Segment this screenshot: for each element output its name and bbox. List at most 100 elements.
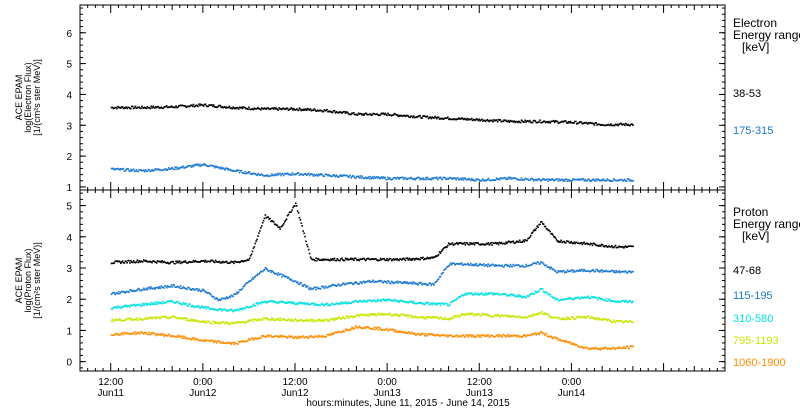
data-point bbox=[287, 301, 290, 304]
data-point bbox=[291, 301, 293, 303]
data-point bbox=[272, 271, 275, 274]
data-point bbox=[341, 175, 344, 177]
data-point bbox=[555, 120, 558, 123]
data-point bbox=[529, 293, 532, 295]
data-point bbox=[250, 318, 253, 321]
legend-item: 175-315 bbox=[733, 125, 773, 137]
data-point bbox=[296, 172, 299, 174]
data-point bbox=[284, 302, 287, 305]
legend-title: Proton bbox=[733, 205, 768, 219]
data-point bbox=[130, 169, 133, 172]
data-point bbox=[627, 301, 630, 303]
data-point bbox=[604, 124, 607, 127]
data-point bbox=[413, 332, 416, 335]
data-point bbox=[283, 107, 285, 110]
data-point bbox=[396, 331, 398, 334]
data-point bbox=[480, 292, 482, 295]
data-point bbox=[134, 170, 137, 172]
data-point bbox=[632, 345, 634, 348]
data-point bbox=[506, 265, 509, 267]
data-point bbox=[411, 300, 413, 303]
data-point bbox=[137, 331, 140, 334]
data-point bbox=[204, 103, 207, 106]
data-point bbox=[540, 180, 542, 182]
data-point bbox=[436, 302, 439, 305]
data-point bbox=[295, 108, 298, 110]
data-point bbox=[503, 119, 505, 121]
data-point bbox=[508, 121, 511, 123]
data-point bbox=[269, 108, 271, 110]
data-point bbox=[248, 108, 251, 111]
data-point bbox=[406, 301, 409, 303]
data-point bbox=[405, 178, 408, 180]
data-point bbox=[278, 273, 281, 276]
data-point bbox=[605, 318, 608, 321]
data-point bbox=[420, 177, 422, 180]
data-point bbox=[500, 314, 503, 317]
data-point bbox=[618, 179, 621, 182]
data-point bbox=[311, 109, 314, 112]
data-point bbox=[216, 321, 219, 324]
data-point bbox=[295, 302, 298, 305]
data-point bbox=[133, 318, 136, 321]
data-point bbox=[571, 269, 574, 271]
data-point bbox=[615, 179, 618, 182]
data-point bbox=[161, 107, 163, 109]
data-point bbox=[433, 316, 435, 318]
data-point bbox=[249, 338, 252, 341]
data-point bbox=[451, 316, 454, 319]
data-point bbox=[436, 178, 439, 181]
data-point bbox=[574, 120, 576, 123]
data-point bbox=[119, 333, 122, 336]
data-point bbox=[459, 335, 461, 337]
data-point bbox=[129, 332, 131, 335]
data-point bbox=[322, 258, 325, 260]
data-point bbox=[402, 313, 405, 316]
data-point bbox=[149, 333, 152, 336]
data-point bbox=[333, 317, 336, 320]
data-point bbox=[231, 341, 234, 344]
data-point bbox=[610, 348, 612, 351]
data-point bbox=[547, 313, 550, 316]
data-point bbox=[499, 265, 502, 267]
data-point bbox=[293, 320, 295, 322]
data-point bbox=[481, 312, 483, 315]
data-point bbox=[533, 178, 536, 181]
data-point bbox=[186, 105, 188, 108]
data-point bbox=[356, 327, 359, 329]
data-point bbox=[469, 335, 471, 337]
data-point bbox=[265, 335, 268, 338]
data-point bbox=[256, 302, 258, 304]
data-point bbox=[189, 165, 192, 167]
data-point bbox=[608, 319, 610, 321]
data-point bbox=[406, 178, 409, 181]
data-point bbox=[484, 335, 487, 337]
data-point bbox=[212, 341, 215, 344]
data-point bbox=[521, 296, 524, 299]
data-point bbox=[609, 180, 611, 183]
data-point bbox=[553, 296, 556, 299]
data-point bbox=[321, 259, 324, 262]
data-point bbox=[275, 301, 278, 304]
data-point bbox=[409, 177, 411, 180]
data-point bbox=[299, 173, 302, 176]
data-point bbox=[421, 257, 423, 260]
data-point bbox=[284, 336, 287, 338]
data-point bbox=[302, 285, 304, 288]
data-point bbox=[362, 280, 364, 283]
data-point bbox=[180, 261, 183, 264]
data-point bbox=[315, 335, 317, 338]
data-point bbox=[453, 118, 456, 121]
data-point bbox=[167, 262, 170, 265]
data-point bbox=[287, 335, 290, 338]
data-point bbox=[396, 280, 398, 283]
data-point bbox=[164, 316, 166, 318]
data-point bbox=[227, 310, 230, 312]
data-point bbox=[518, 178, 521, 181]
data-point bbox=[157, 333, 160, 336]
data-point bbox=[576, 316, 579, 318]
data-point bbox=[189, 305, 192, 308]
data-point bbox=[500, 241, 503, 244]
data-point bbox=[184, 287, 187, 289]
data-point bbox=[156, 332, 159, 335]
